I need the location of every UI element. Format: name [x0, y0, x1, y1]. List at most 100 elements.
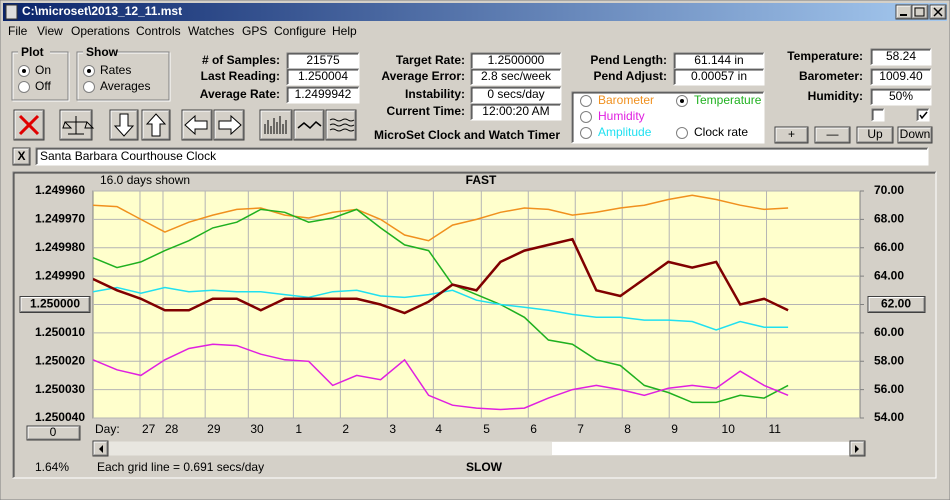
zoom-label: 1.64% [35, 460, 69, 474]
button-label[interactable]: Up [867, 127, 883, 141]
scroll-thumb[interactable] [552, 442, 849, 455]
bevel [870, 68, 931, 85]
y2-tick-label[interactable]: 62.00 [881, 297, 911, 311]
field-value: 12:00:20 AM [482, 104, 549, 118]
radio-dot [87, 69, 91, 73]
bevel [851, 442, 865, 456]
radio-label[interactable]: Averages [100, 79, 150, 93]
group-title-bg [83, 46, 115, 58]
y-tick-label: 1.250020 [35, 353, 85, 367]
field-value: 61.144 in [694, 53, 743, 67]
y-tick-label: 1.249960 [35, 183, 85, 197]
field-value: 1009.40 [879, 69, 923, 83]
bevel [14, 110, 43, 139]
menu-item[interactable]: GPS [242, 24, 267, 38]
waves-button[interactable] [325, 109, 357, 141]
series-line [93, 237, 789, 315]
radio-button[interactable] [580, 111, 592, 123]
clear-button[interactable] [12, 147, 31, 166]
menu-item[interactable]: Help [332, 24, 357, 38]
clock-name[interactable]: Santa Barbara Courthouse Clock [40, 149, 217, 163]
button-label[interactable]: 0 [50, 425, 57, 439]
radio-label[interactable]: On [35, 63, 51, 77]
radio-button[interactable] [580, 127, 592, 139]
minimize-button[interactable] [895, 4, 913, 20]
button-label[interactable]: Down [900, 127, 931, 141]
group-title: Show [86, 45, 119, 59]
y-tick-label: 1.250040 [35, 410, 85, 424]
bevel [287, 87, 358, 102]
y-tick-label[interactable]: 1.250000 [30, 297, 80, 311]
control-button[interactable] [814, 126, 851, 144]
radio-button[interactable] [18, 81, 30, 93]
menu-item[interactable]: File [8, 24, 28, 38]
button-label[interactable]: — [827, 127, 839, 141]
radio-button[interactable] [580, 95, 592, 107]
button-label[interactable]: + [788, 127, 795, 141]
menu-item[interactable]: Configure [274, 24, 326, 38]
offset-button[interactable] [26, 425, 81, 441]
menu-item[interactable]: Watches [188, 24, 234, 38]
bevel [60, 110, 91, 139]
y2-tick-label: 56.00 [874, 382, 904, 396]
radio-label[interactable]: Rates [100, 63, 131, 77]
check-glyph [919, 111, 928, 120]
bevel [815, 127, 849, 142]
bevel [471, 53, 560, 68]
x-tick-label: 27 [142, 422, 156, 436]
menu-item[interactable]: Controls [136, 24, 181, 38]
menu-item[interactable]: View [37, 24, 63, 38]
fast-label: FAST [466, 173, 497, 187]
field-value: 0.00057 in [691, 69, 747, 83]
up-glyph [145, 113, 167, 137]
checkbox[interactable] [916, 108, 930, 122]
x-tick-label: 4 [435, 422, 442, 436]
field-label: Target Rate: [396, 53, 465, 67]
radio-button[interactable] [676, 127, 688, 139]
y2-tick-label: 68.00 [874, 212, 904, 226]
series-option[interactable]: Clock rate [694, 125, 748, 139]
bevel [870, 48, 931, 65]
control-button[interactable] [774, 126, 809, 144]
bevel [93, 441, 107, 455]
series-option[interactable]: Barometer [598, 93, 654, 107]
bevel [294, 110, 323, 139]
bevel [61, 111, 92, 140]
field-value: 21575 [306, 53, 340, 67]
bevel [295, 111, 324, 140]
bevel [916, 108, 929, 121]
y-tick-button[interactable] [19, 296, 91, 313]
max-glyph [914, 7, 925, 17]
field-label: Pend Adjust: [593, 69, 667, 83]
series-option[interactable]: Temperature [694, 93, 762, 107]
histogram-button[interactable] [259, 109, 293, 141]
radio-label[interactable]: Off [35, 79, 51, 93]
bevel [899, 128, 932, 143]
series-option[interactable]: Humidity [598, 109, 645, 123]
x-tick-label: 8 [624, 422, 631, 436]
bevel [94, 442, 108, 456]
y2-tick-button[interactable] [867, 296, 926, 313]
series-option[interactable]: Amplitude [598, 125, 652, 139]
button-label[interactable]: X [17, 149, 25, 163]
x-tick-label: 1 [295, 422, 302, 436]
bevel [913, 6, 928, 19]
x-tick-label: 9 [671, 422, 678, 436]
menu-item[interactable]: Operations [71, 24, 130, 38]
checkbox[interactable] [871, 108, 885, 122]
control-button[interactable] [856, 126, 894, 144]
series-line [93, 194, 789, 242]
grid-note: Each grid line = 0.691 secs/day [97, 460, 264, 474]
x-axis-label: Day: [95, 422, 120, 436]
maximize-button[interactable] [911, 4, 929, 20]
control-button[interactable] [897, 126, 933, 144]
y-tick-label: 1.250030 [35, 382, 85, 396]
field-label: Pend Length: [590, 53, 667, 67]
x-tick-label: 10 [722, 422, 736, 436]
radio-button[interactable] [83, 81, 95, 93]
bevel [21, 297, 90, 312]
y2-tick-label: 64.00 [874, 268, 904, 282]
bevel [871, 69, 930, 84]
line-glyph [297, 120, 322, 130]
bevel [930, 5, 945, 18]
